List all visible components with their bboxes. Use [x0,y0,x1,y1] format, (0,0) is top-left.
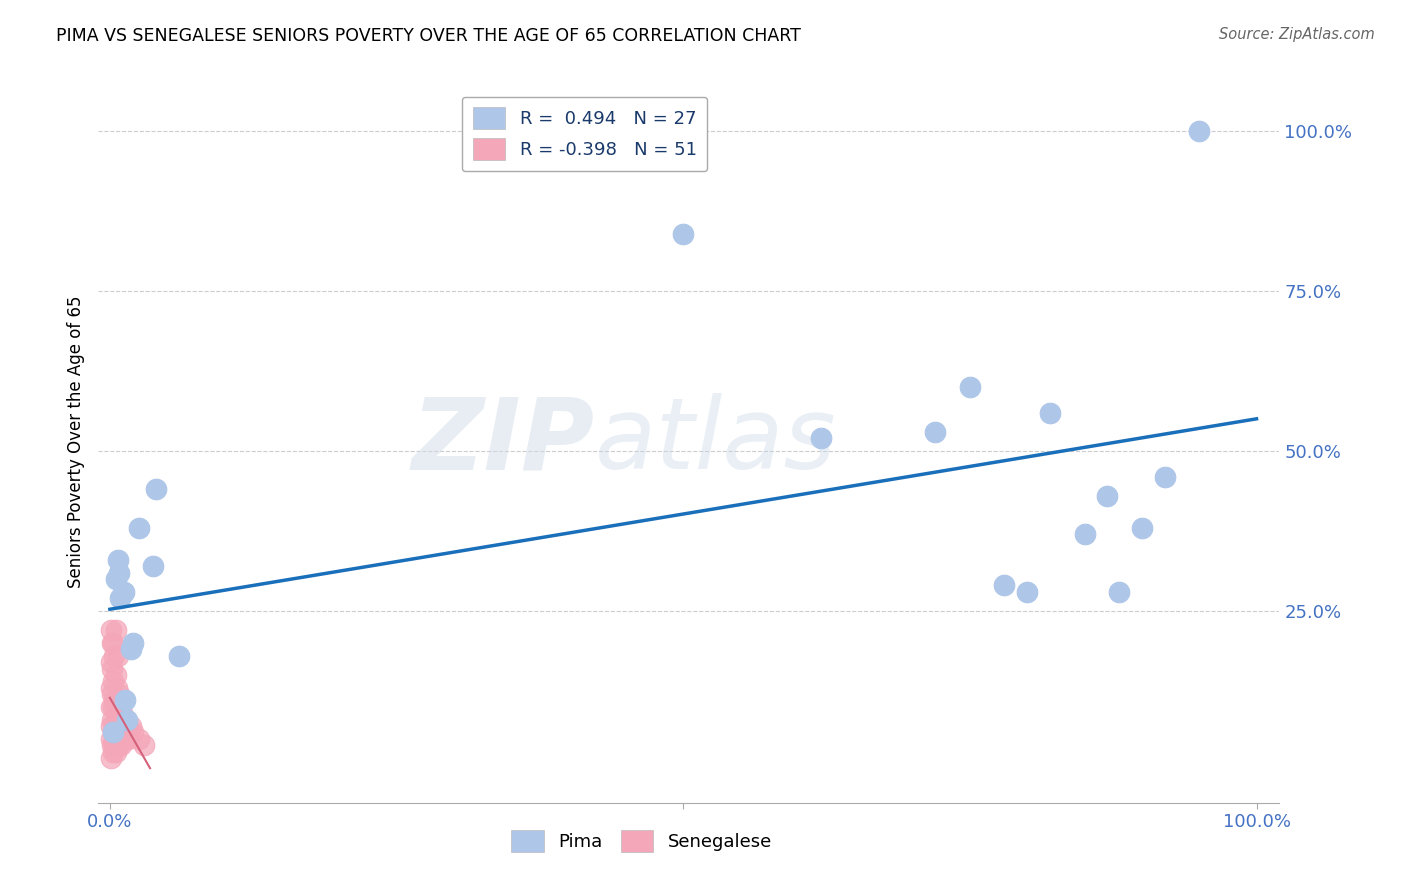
Point [103,674,125,689]
Point [104,725,127,739]
Point [672,227,695,241]
Point [100,719,122,733]
Point [104,699,127,714]
Point [104,623,127,637]
Point [101,687,124,701]
Point [112,584,135,599]
Point [111,731,134,746]
Point [107,731,129,746]
Point [104,572,127,586]
Point [101,738,124,752]
Text: PIMA VS SENEGALESE SENIORS POVERTY OVER THE AGE OF 65 CORRELATION CHART: PIMA VS SENEGALESE SENIORS POVERTY OVER … [56,27,801,45]
Point [1097,489,1119,503]
Point [111,706,134,721]
Point [101,636,124,650]
Point [128,521,150,535]
Text: atlas: atlas [595,393,837,490]
Point [924,425,946,439]
Point [1188,124,1211,138]
Point [810,431,832,445]
Point [100,623,122,637]
Point [107,553,129,567]
Point [105,738,128,752]
Point [107,706,129,721]
Point [1108,584,1130,599]
Point [105,681,128,695]
Text: Source: ZipAtlas.com: Source: ZipAtlas.com [1219,27,1375,42]
Point [118,725,141,739]
Point [103,738,125,752]
Point [142,559,165,574]
Point [105,713,128,727]
Point [108,687,131,701]
Text: ZIP: ZIP [412,393,595,490]
Point [1130,521,1153,535]
Point [115,731,138,746]
Point [103,745,125,759]
Point [108,699,131,714]
Point [103,725,125,739]
Point [107,648,129,663]
Point [100,681,122,695]
Point [108,731,131,746]
Point [103,693,125,707]
Point [112,725,135,739]
Point [114,719,136,733]
Point [108,566,131,580]
Point [120,719,142,733]
Point [103,636,125,650]
Legend: Pima, Senegalese: Pima, Senegalese [505,822,779,859]
Point [121,636,143,650]
Point [108,719,131,733]
Y-axis label: Seniors Poverty Over the Age of 65: Seniors Poverty Over the Age of 65 [66,295,84,588]
Point [103,719,125,733]
Point [1153,469,1175,483]
Point [1017,584,1039,599]
Point [103,725,125,739]
Point [100,731,122,746]
Point [959,380,981,394]
Point [100,699,122,714]
Point [121,725,143,739]
Point [115,719,138,733]
Point [120,642,142,657]
Point [104,668,127,682]
Point [134,738,156,752]
Point [100,655,122,669]
Point [167,648,190,663]
Point [993,578,1015,592]
Point [108,738,131,752]
Point [110,738,132,752]
Point [101,713,124,727]
Point [103,699,125,714]
Point [114,693,136,707]
Point [108,591,131,606]
Point [100,751,122,765]
Point [101,661,124,675]
Point [145,483,167,497]
Point [103,648,125,663]
Point [1039,406,1062,420]
Point [128,731,150,746]
Point [110,713,132,727]
Point [115,713,138,727]
Point [104,745,127,759]
Point [117,731,139,746]
Point [1073,527,1095,541]
